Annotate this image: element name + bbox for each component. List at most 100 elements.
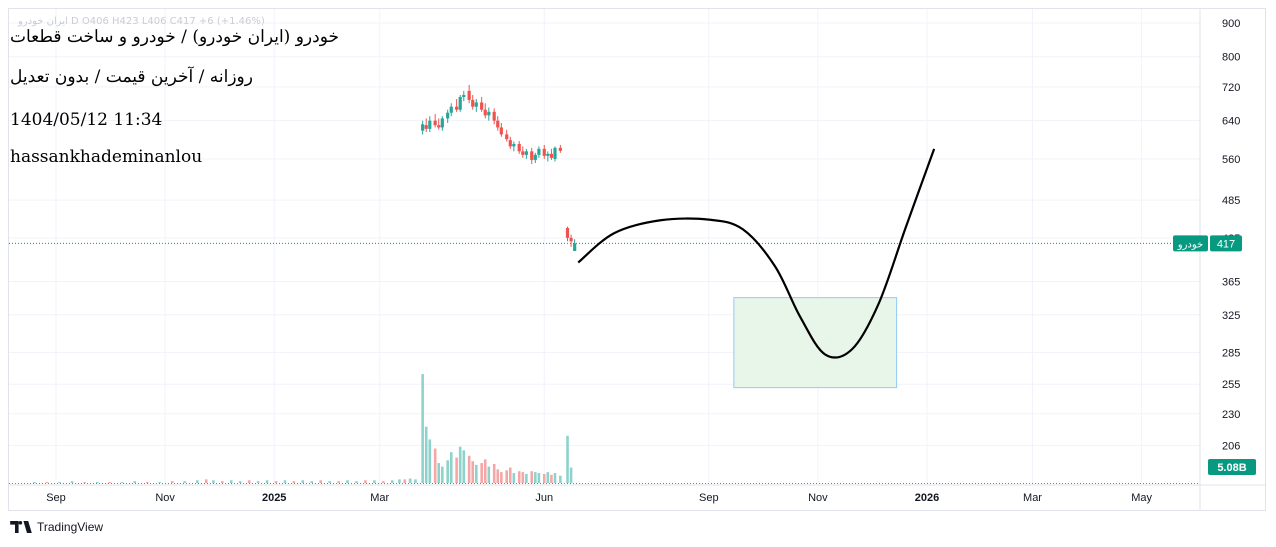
volume-bar bbox=[158, 482, 162, 483]
last-price-tag bbox=[1210, 235, 1242, 252]
candle bbox=[569, 234, 573, 247]
x-tick-label: 2026 bbox=[915, 492, 939, 504]
x-tick-label: May bbox=[1131, 492, 1152, 504]
candle-body bbox=[474, 102, 478, 107]
x-tick-label: 2025 bbox=[262, 492, 286, 504]
chart-frame bbox=[8, 8, 1266, 511]
volume-bar bbox=[310, 481, 314, 483]
candle bbox=[517, 141, 521, 154]
candle bbox=[512, 141, 516, 152]
candle bbox=[524, 148, 528, 159]
volume-bar bbox=[421, 374, 424, 483]
candle bbox=[487, 107, 491, 121]
volume-bar bbox=[355, 481, 358, 483]
chart-subtitle: روزانه / آخرین قیمت / بدون تعدیل bbox=[10, 67, 253, 87]
volume-bar bbox=[517, 471, 521, 483]
volume-bar bbox=[462, 450, 466, 483]
candle-body bbox=[446, 112, 450, 119]
candle-body bbox=[421, 124, 425, 131]
volume-bar bbox=[120, 482, 124, 483]
volume-bar bbox=[512, 473, 516, 483]
y-tick-label: 230 bbox=[1222, 409, 1240, 421]
volume-bar bbox=[414, 479, 417, 483]
symbol-badge-text: خودرو bbox=[1177, 239, 1203, 250]
candle bbox=[483, 103, 487, 119]
candle bbox=[553, 146, 557, 162]
candle bbox=[455, 99, 459, 112]
candle bbox=[467, 84, 471, 104]
candle bbox=[437, 118, 441, 130]
candle-body bbox=[424, 125, 428, 129]
volume-bar bbox=[212, 480, 215, 483]
y-tick-label: 640 bbox=[1222, 116, 1240, 128]
candle-body bbox=[467, 90, 471, 100]
volume-bar bbox=[455, 457, 458, 483]
candle-body bbox=[524, 151, 528, 155]
last-price-badge: خودرو 417 bbox=[1173, 235, 1242, 252]
volume-bar bbox=[569, 467, 573, 483]
candle-body bbox=[542, 148, 546, 156]
x-tick-label: Jun bbox=[535, 492, 553, 504]
candle-body bbox=[462, 94, 466, 98]
candle bbox=[424, 118, 428, 133]
volume-bar bbox=[70, 481, 74, 483]
volume-bar bbox=[108, 482, 111, 483]
x-tick-label: Sep bbox=[699, 492, 719, 504]
x-tick-label: Mar bbox=[370, 492, 389, 504]
volume-bar bbox=[492, 463, 496, 483]
volume-bar bbox=[437, 463, 441, 483]
volume-bar bbox=[58, 482, 61, 483]
candle-body bbox=[565, 227, 570, 238]
y-tick-label: 800 bbox=[1222, 52, 1240, 64]
volume-tag-text: 5.08B bbox=[1217, 462, 1246, 474]
candle bbox=[446, 109, 450, 123]
candle-body bbox=[533, 154, 537, 160]
volume-bar bbox=[373, 480, 376, 483]
candle-body bbox=[483, 109, 487, 116]
candle bbox=[546, 151, 550, 162]
volume-bar bbox=[283, 480, 287, 483]
candle-body bbox=[480, 102, 484, 110]
volume-bar bbox=[195, 480, 199, 483]
volume-bar bbox=[525, 473, 528, 483]
last-price-text: 417 bbox=[1217, 238, 1235, 250]
candle-body bbox=[508, 140, 512, 147]
x-tick-label: Mar bbox=[1023, 492, 1042, 504]
volume-bar bbox=[33, 482, 36, 483]
y-tick-label: 560 bbox=[1222, 154, 1240, 166]
volume-bar bbox=[381, 481, 385, 483]
volume-bar bbox=[364, 480, 367, 483]
candle bbox=[508, 136, 512, 149]
y-tick-label: 206 bbox=[1222, 440, 1240, 452]
candle bbox=[537, 146, 541, 158]
volume-bar bbox=[398, 479, 401, 483]
volume-bar bbox=[346, 480, 349, 483]
volume-bar bbox=[471, 461, 475, 483]
volume-bar bbox=[546, 472, 550, 483]
volume-bar bbox=[170, 481, 174, 483]
volume-bar bbox=[458, 446, 462, 483]
volume-bar bbox=[390, 480, 394, 483]
candle-body bbox=[558, 147, 562, 151]
volume-bar bbox=[328, 481, 331, 483]
candle bbox=[496, 116, 500, 131]
candle bbox=[474, 99, 478, 112]
volume-bar bbox=[534, 472, 537, 483]
volume-bar bbox=[274, 481, 278, 483]
y-tick-label: 325 bbox=[1222, 310, 1240, 322]
candle bbox=[533, 152, 537, 164]
x-tick-label: Nov bbox=[155, 492, 175, 504]
volume-bar bbox=[428, 439, 432, 483]
tradingview-logo[interactable]: TradingView bbox=[10, 520, 103, 534]
y-tick-label: 720 bbox=[1222, 82, 1240, 94]
projection-curve bbox=[577, 148, 936, 359]
candle-body bbox=[492, 111, 496, 121]
volume-bar bbox=[537, 473, 541, 483]
candle-body bbox=[458, 97, 462, 110]
volume-bar bbox=[238, 481, 242, 483]
candle bbox=[428, 116, 432, 133]
volume-bar bbox=[247, 480, 251, 483]
candle-body bbox=[487, 111, 491, 116]
candle-body bbox=[573, 243, 577, 252]
